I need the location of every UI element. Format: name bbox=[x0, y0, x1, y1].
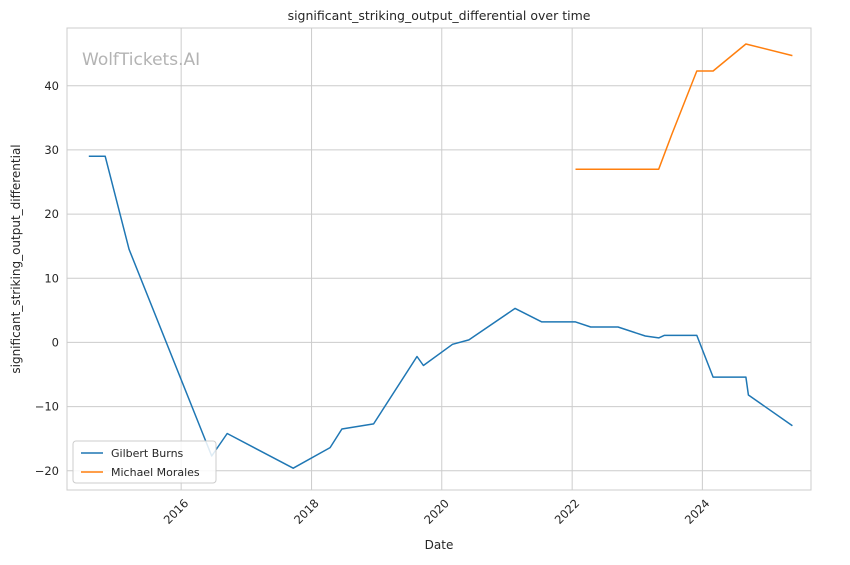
legend: Gilbert Burns Michael Morales bbox=[72, 440, 217, 484]
series-line-gilbert-burns bbox=[88, 155, 793, 469]
y-axis-title: significant_striking_output_differential bbox=[9, 144, 23, 373]
y-tick-label: 20 bbox=[44, 207, 59, 221]
x-tick-label: 2024 bbox=[682, 496, 713, 527]
y-tick-label: −20 bbox=[35, 464, 59, 478]
plot-border bbox=[66, 27, 812, 491]
x-axis-title: Date bbox=[425, 538, 454, 552]
y-tick-label: 40 bbox=[44, 79, 59, 93]
x-tick-label: 2020 bbox=[421, 496, 452, 527]
series-lines bbox=[88, 43, 793, 469]
x-tick-label: 2018 bbox=[291, 496, 322, 527]
legend-frame bbox=[72, 440, 217, 484]
y-tick-label: 0 bbox=[52, 335, 59, 349]
y-tick-label: −10 bbox=[35, 400, 59, 414]
watermark-text: WolfTickets.AI bbox=[82, 50, 200, 70]
x-tick-label: 2022 bbox=[552, 496, 583, 527]
legend-label: Michael Morales bbox=[111, 466, 200, 479]
legend-label: Gilbert Burns bbox=[111, 447, 184, 460]
plot-area bbox=[67, 28, 811, 490]
x-tick-label: 2016 bbox=[161, 496, 192, 527]
y-tick-label: 30 bbox=[44, 143, 59, 157]
y-tick-label: 10 bbox=[44, 271, 59, 285]
series-line-michael-morales bbox=[575, 43, 793, 170]
chart-title: significant_striking_output_differential… bbox=[288, 8, 591, 23]
